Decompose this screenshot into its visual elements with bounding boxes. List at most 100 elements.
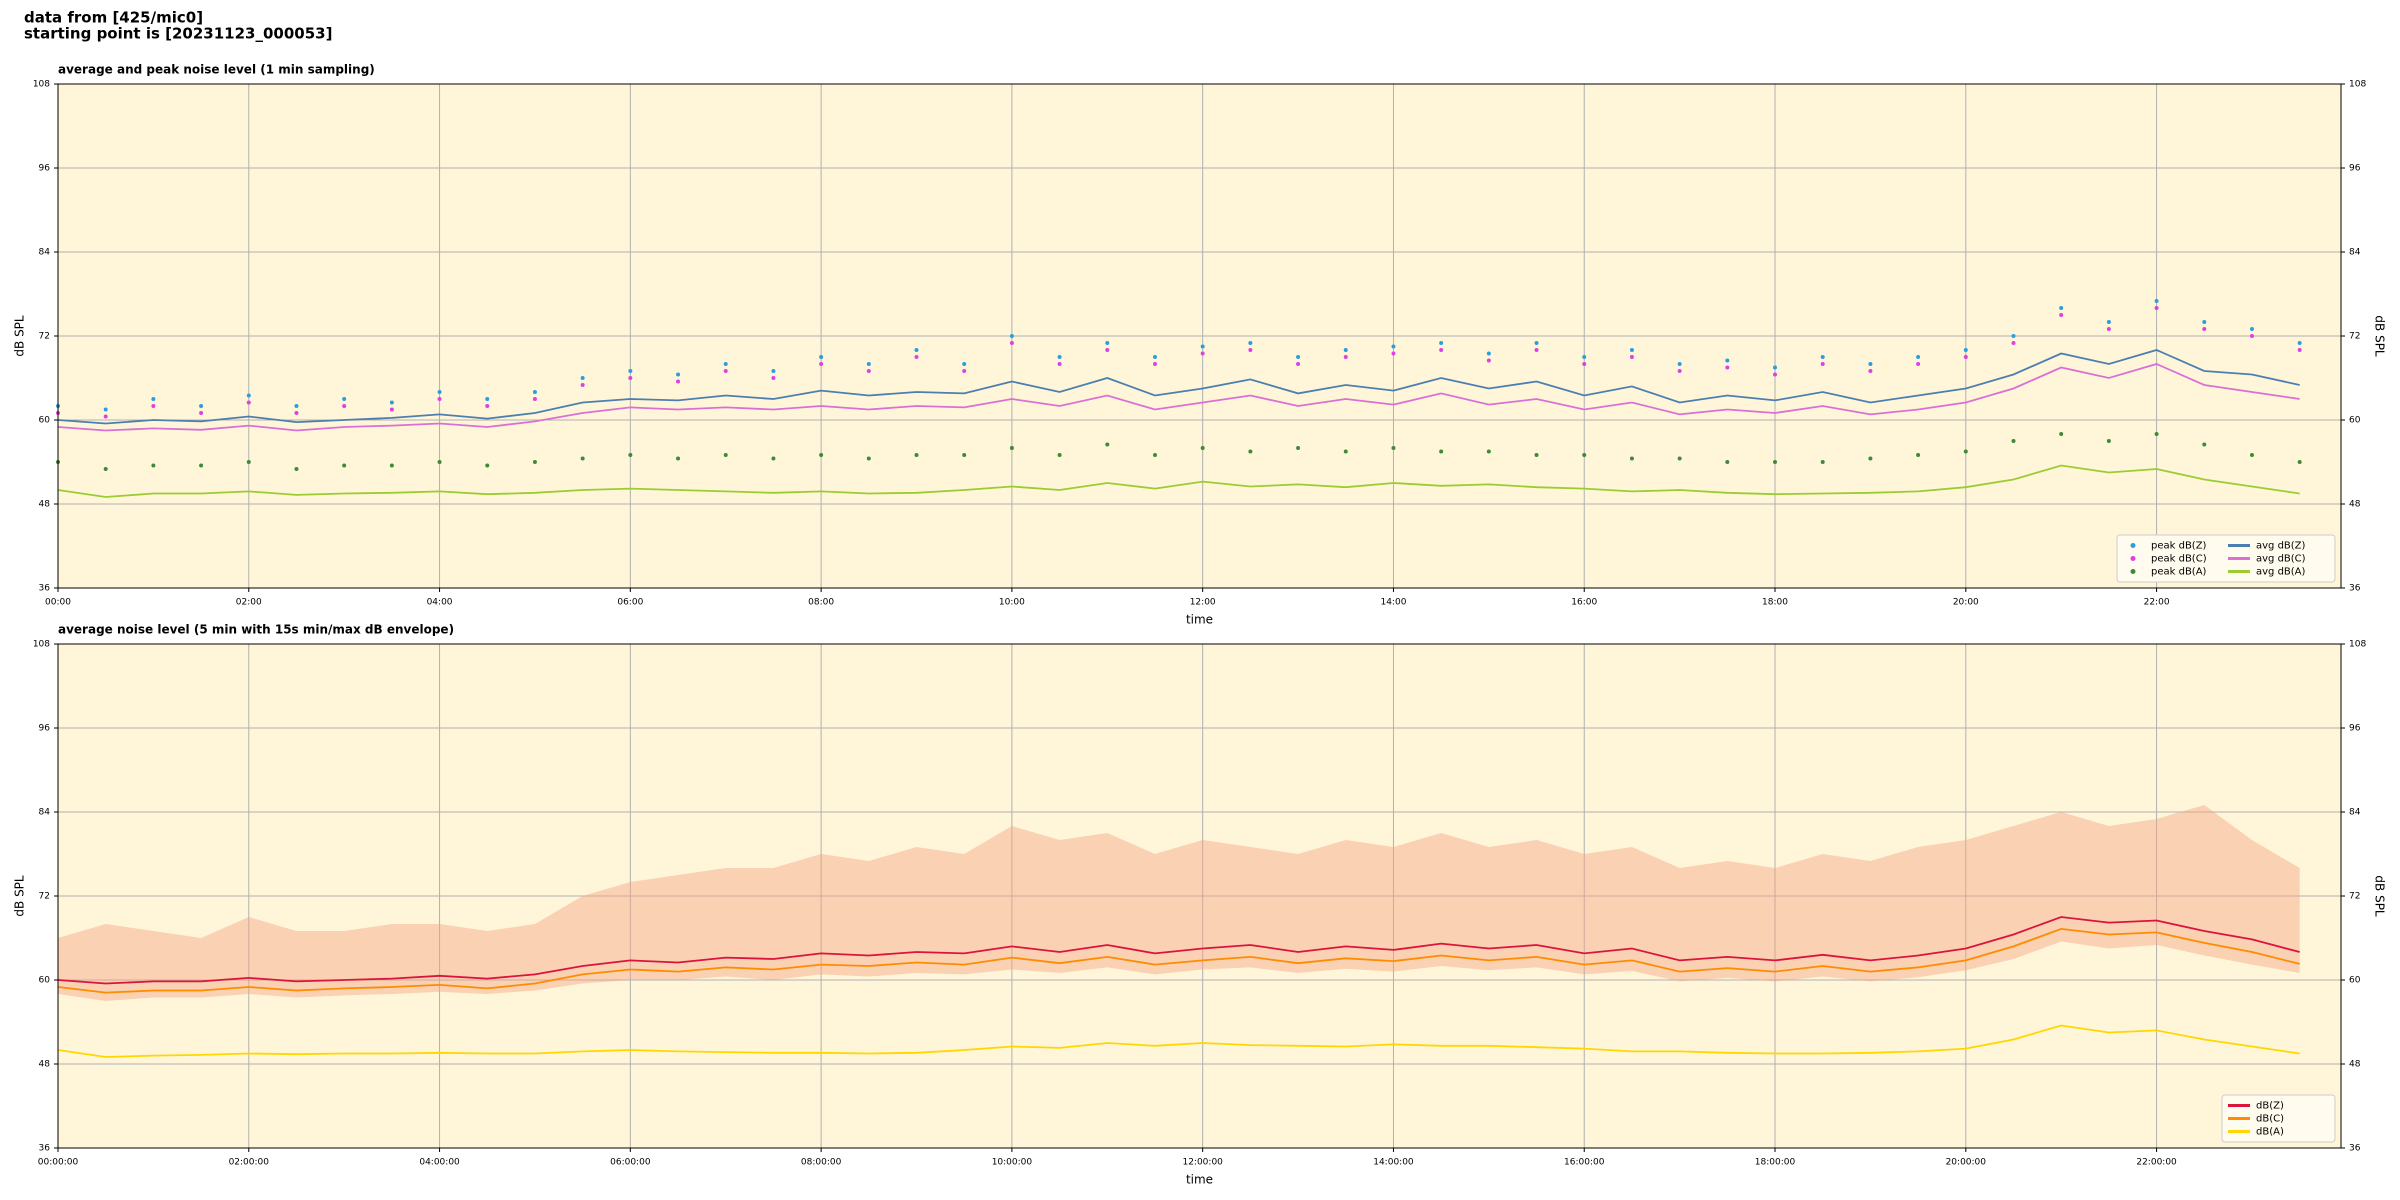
x-tick-label: 06:00 — [617, 598, 643, 608]
peak-point — [1582, 362, 1587, 366]
peak-point — [1582, 355, 1587, 359]
peak-point — [437, 390, 442, 394]
y-tick-label: 60 — [39, 416, 51, 426]
legend-marker — [2130, 543, 2136, 548]
peak-point — [2297, 460, 2302, 464]
y-axis-label: dB SPL — [13, 875, 27, 917]
peak-point — [485, 404, 490, 408]
y-tick-label: 96 — [39, 164, 51, 174]
peak-point — [1916, 362, 1921, 366]
peak-point — [1582, 453, 1587, 457]
x-tick-label: 16:00 — [1571, 598, 1597, 608]
peak-point — [723, 362, 728, 366]
peak-point — [2059, 313, 2064, 317]
legend-label: dB(C) — [2256, 1114, 2284, 1125]
peak-point — [1105, 442, 1110, 447]
x-tick-label: 16:00:00 — [1564, 1158, 1605, 1168]
peak-point — [1152, 362, 1157, 366]
x-tick-label: 22:00:00 — [2136, 1158, 2177, 1168]
x-tick-label: 10:00 — [999, 598, 1025, 608]
x-tick-label: 08:00:00 — [801, 1158, 842, 1168]
peak-point — [103, 414, 108, 419]
peak-point — [1773, 372, 1778, 377]
peak-point — [2202, 320, 2207, 324]
legend-label: peak dB(A) — [2151, 567, 2207, 578]
y-tick-label: 36 — [2349, 584, 2361, 594]
peak-point — [294, 467, 299, 471]
y-tick-label: 84 — [39, 248, 51, 258]
peak-point — [1820, 362, 1825, 366]
peak-point — [628, 376, 633, 380]
peak-point — [1343, 449, 1348, 454]
x-tick-label: 18:00:00 — [1755, 1158, 1796, 1168]
y-tick-label: 72 — [2349, 332, 2360, 342]
peak-point — [1296, 446, 1301, 450]
peak-point — [2011, 439, 2016, 443]
peak-point — [2249, 453, 2254, 457]
chart-title: average noise level (5 min with 15s min/… — [58, 623, 454, 637]
peak-point — [246, 460, 251, 464]
y-tick-label: 108 — [2349, 80, 2366, 90]
series-line — [57, 916, 2300, 985]
peak-point — [199, 404, 204, 408]
peak-point — [199, 463, 204, 468]
peak-point — [1868, 362, 1873, 366]
peak-point — [1916, 355, 1921, 359]
y-tick-label: 48 — [39, 500, 51, 510]
peak-point — [1916, 453, 1921, 457]
y-tick-label: 84 — [2349, 248, 2361, 258]
peak-point — [866, 369, 871, 373]
peak-point — [2106, 320, 2111, 324]
y-axis-label: dB SPL — [2373, 315, 2387, 357]
peak-point — [2011, 341, 2016, 345]
peak-point — [1439, 341, 1444, 345]
peak-point — [962, 369, 967, 373]
peak-point — [1773, 460, 1778, 464]
peak-point — [580, 456, 585, 461]
legend-marker — [2130, 556, 2136, 561]
y-tick-label: 36 — [39, 1144, 51, 1154]
header-line: data from [425/mic0] — [24, 9, 203, 27]
x-tick-label: 02:00:00 — [229, 1158, 270, 1168]
peak-point — [1963, 348, 1968, 352]
y-tick-label: 36 — [39, 584, 51, 594]
legend-label: avg dB(Z) — [2256, 541, 2306, 552]
peak-point — [676, 379, 681, 384]
legend-label: peak dB(C) — [2151, 554, 2207, 565]
peak-point — [2106, 439, 2111, 443]
x-tick-label: 06:00:00 — [610, 1158, 651, 1168]
legend-label: peak dB(Z) — [2151, 541, 2207, 552]
peak-point — [2059, 432, 2064, 436]
peak-point — [1200, 344, 1205, 349]
envelope-area — [58, 805, 2300, 1001]
peak-point — [1200, 351, 1205, 356]
peak-point — [771, 456, 776, 461]
x-axis-label: time — [1186, 1173, 1213, 1187]
x-tick-label: 18:00 — [1762, 598, 1788, 608]
peak-point — [2154, 432, 2159, 436]
header-line: starting point is [20231123_000053] — [24, 25, 332, 43]
legend-label: dB(A) — [2256, 1127, 2284, 1138]
peak-point — [1486, 358, 1491, 363]
peak-point — [151, 397, 156, 401]
peak-point — [1534, 341, 1539, 345]
peak-point — [580, 376, 585, 380]
peak-point — [1439, 449, 1444, 454]
y-tick-label: 108 — [33, 640, 50, 650]
peak-point — [1439, 348, 1444, 352]
y-tick-label: 84 — [39, 808, 51, 818]
peak-point — [866, 362, 871, 366]
peak-point — [1534, 453, 1539, 457]
peak-point — [294, 411, 299, 415]
series-line — [57, 349, 2300, 425]
peak-point — [628, 453, 633, 457]
peak-point — [1009, 446, 1014, 450]
peak-point — [485, 397, 490, 401]
y-tick-label: 72 — [39, 892, 50, 902]
peak-point — [532, 460, 537, 464]
peak-point — [1677, 362, 1682, 366]
peak-point — [1486, 351, 1491, 356]
y-tick-label: 48 — [2349, 1060, 2361, 1070]
peak-point — [437, 397, 442, 401]
peak-point — [771, 376, 776, 380]
